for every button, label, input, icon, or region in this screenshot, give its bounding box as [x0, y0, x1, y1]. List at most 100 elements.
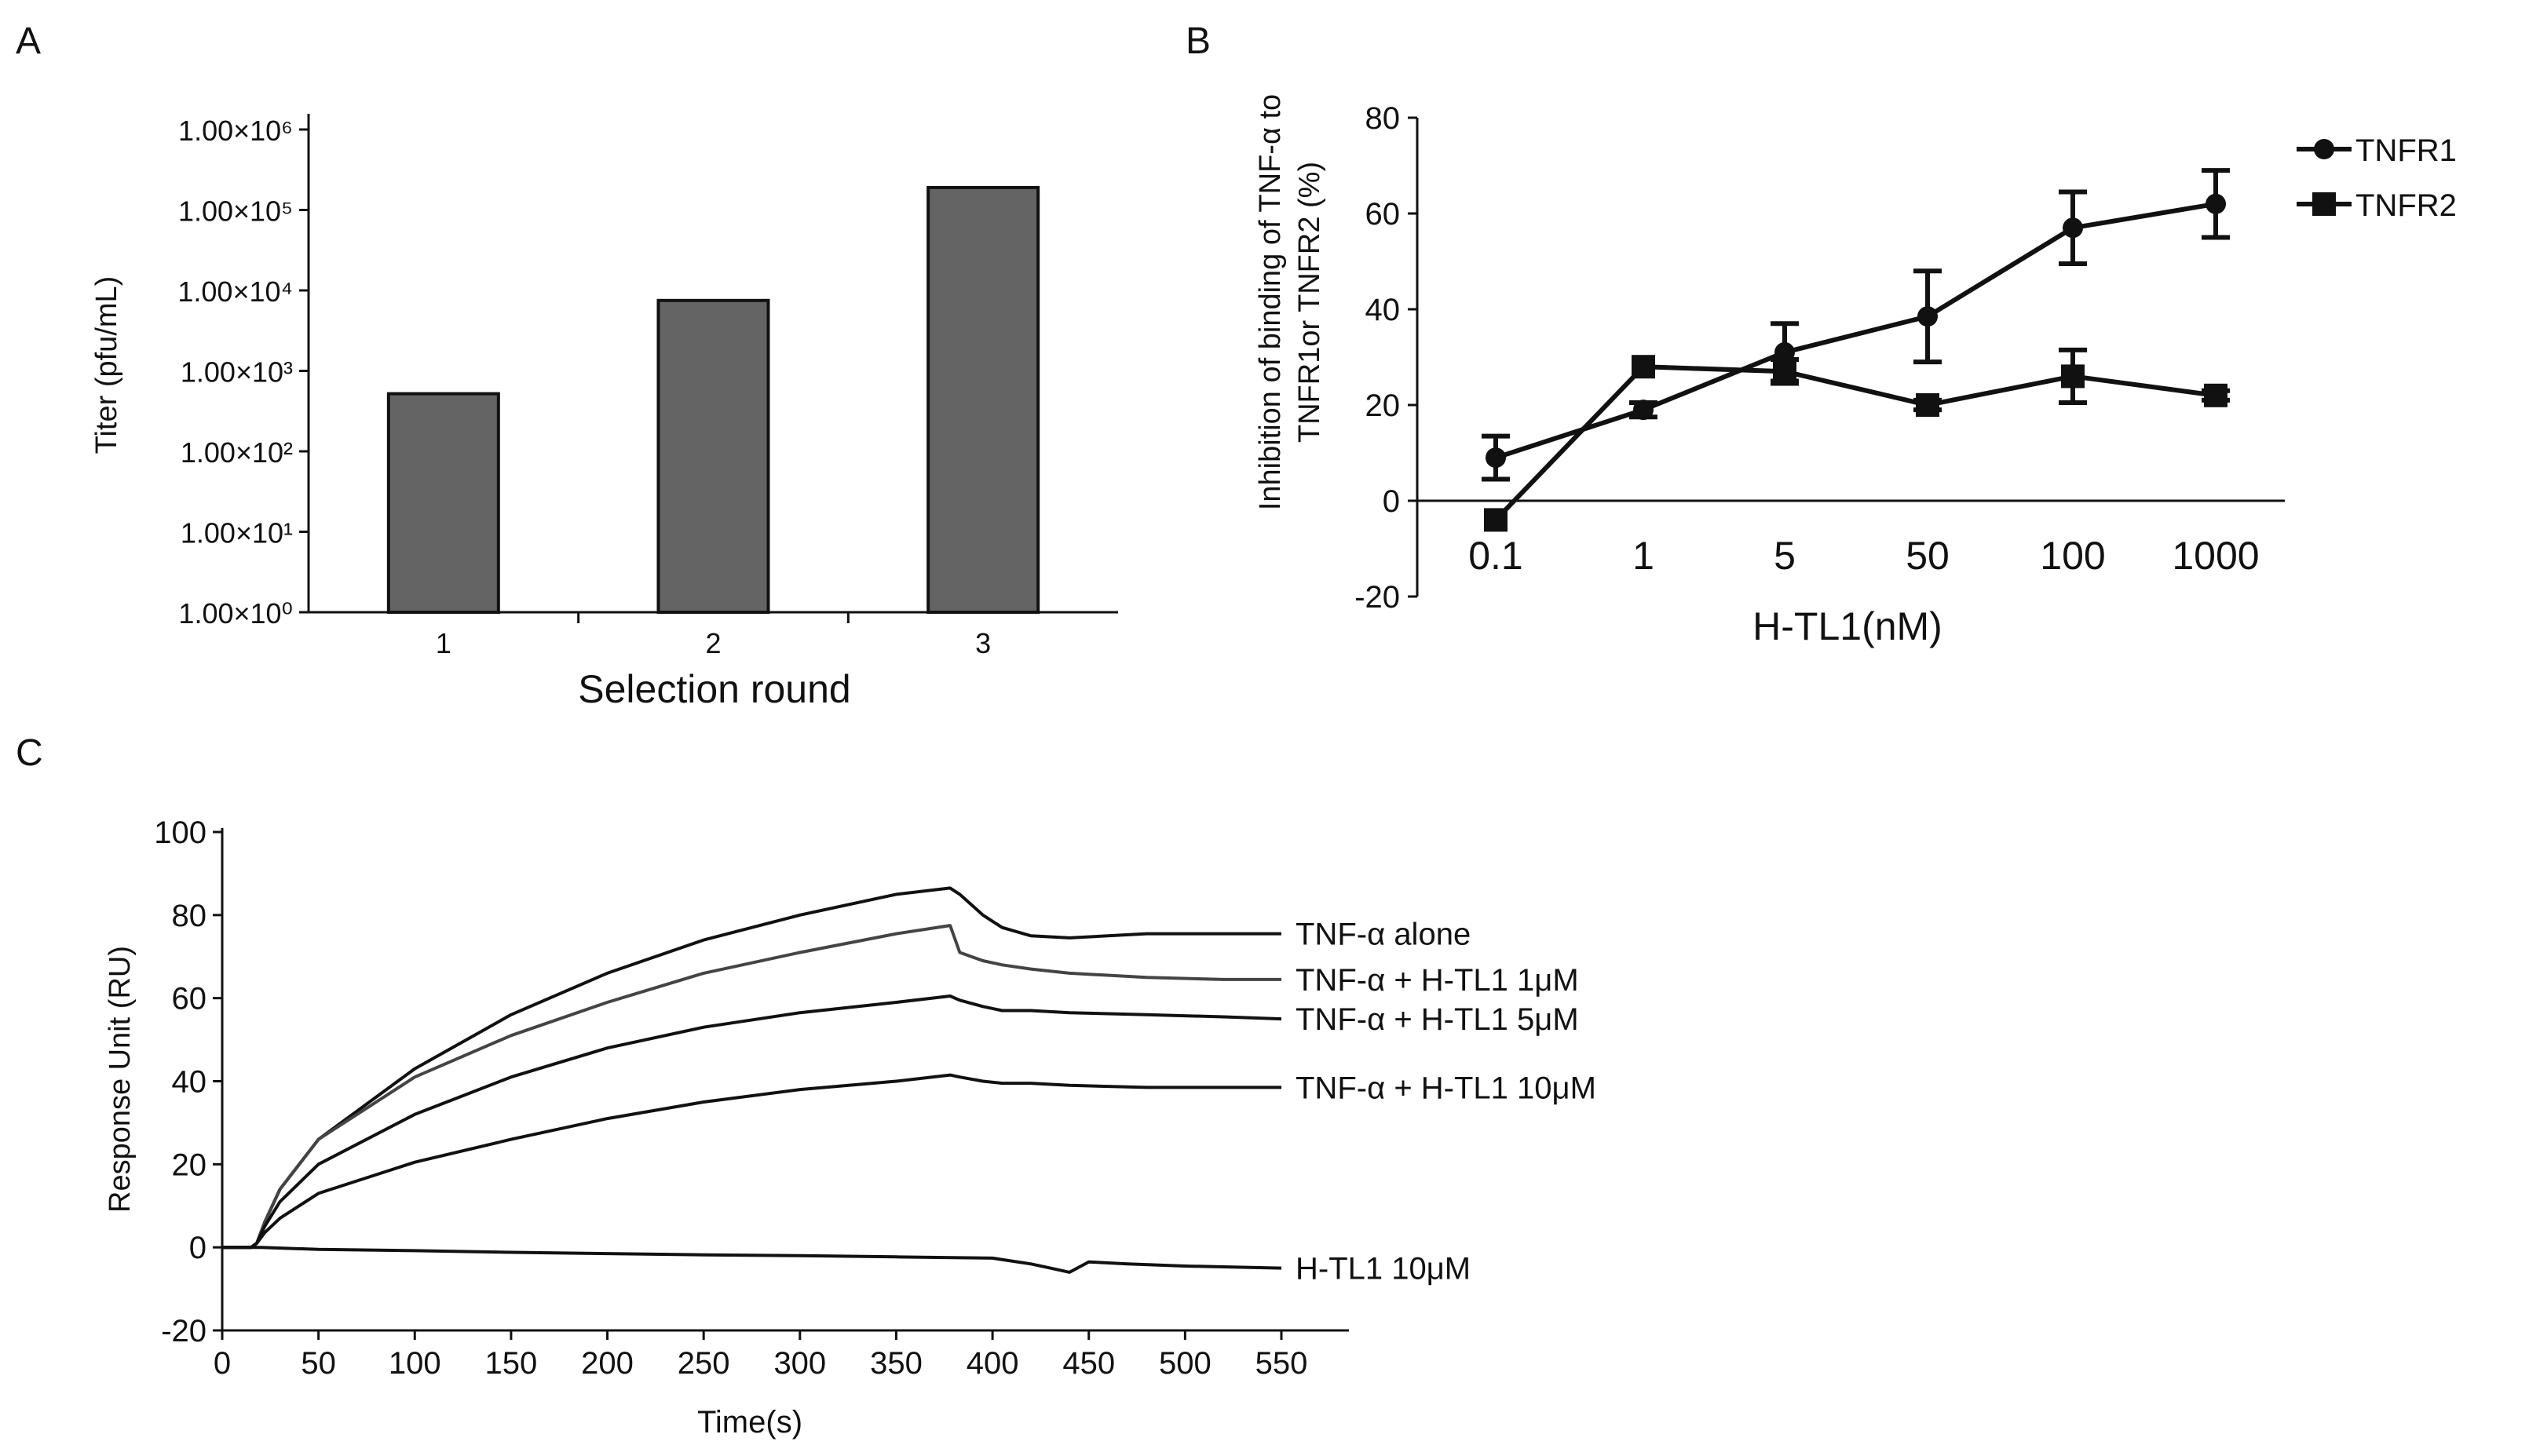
y-tick-label: 1.00×10⁰ — [178, 597, 293, 629]
y-tick-label: 1.00×10² — [181, 436, 293, 469]
data-point — [1632, 355, 1655, 379]
legend-b: TNFR1 TNFR2 — [2297, 133, 2457, 223]
x-tick-label: 100 — [2040, 534, 2105, 578]
y-tick-label: 40 — [1365, 293, 1401, 327]
x-tick-label: 100 — [389, 1346, 441, 1381]
series-tnfr1 — [1482, 168, 2230, 482]
panel-label-a: A — [16, 20, 41, 62]
x-tick-label: 50 — [301, 1346, 336, 1381]
curve-label: H-TL1 10μM — [1296, 1252, 1471, 1286]
chart-b: -20 0 20 40 60 80 0.1 1 5 50 100 1000 TNFR1 TNFR2 I… — [1254, 94, 2457, 648]
y-tick-label: 40 — [172, 1065, 207, 1100]
curve-label: TNF-α + H-TL1 10μM — [1296, 1071, 1596, 1105]
curve-label: TNF-α + H-TL1 1μM — [1296, 963, 1579, 998]
data-point — [1916, 393, 1939, 417]
x-tick-label: 250 — [678, 1346, 730, 1381]
x-tick-label: 350 — [870, 1346, 923, 1381]
legend-label: TNFR1 — [2355, 133, 2457, 168]
x-axis-label-b: H-TL1(nM) — [1752, 604, 1942, 648]
y-tick-label: -20 — [1354, 580, 1400, 615]
x-tick-label: 500 — [1159, 1346, 1212, 1381]
x-tick-label: 1 — [1632, 534, 1654, 578]
series-c — [222, 886, 1282, 1274]
curve-label: TNF-α + H-TL1 5μM — [1296, 1002, 1579, 1037]
sensorgram-line — [222, 994, 1282, 1250]
legend-item-tnfr2: TNFR2 — [2297, 188, 2457, 223]
x-tick-label: 200 — [581, 1346, 634, 1381]
x-tick-label: 150 — [485, 1346, 538, 1381]
x-tick-label: 300 — [773, 1346, 826, 1381]
curve-label: TNF-α alone — [1296, 918, 1471, 952]
x-tick-label: 0 — [214, 1346, 231, 1381]
y-tick-label: 0 — [189, 1231, 206, 1265]
series-tnfr2 — [1484, 347, 2230, 532]
x-tick-label: 2 — [705, 627, 721, 659]
data-point — [2061, 364, 2085, 389]
x-ticks-a: 1 2 3 — [436, 612, 991, 659]
y-tick-label: 1.00×10⁵ — [178, 195, 293, 228]
y-tick-label: 60 — [172, 982, 207, 1016]
bar — [926, 185, 1040, 615]
curve-labels-c: TNF-α alone TNF-α + H-TL1 1μM TNF-α + H-TL… — [1296, 918, 1596, 1286]
x-tick-label: 550 — [1255, 1346, 1308, 1381]
x-tick-label: 3 — [975, 627, 991, 659]
data-point — [1773, 359, 1796, 384]
data-point — [1484, 508, 1508, 532]
y-tick-label: 1.00×10¹ — [181, 517, 293, 549]
x-tick-label: 5 — [1774, 534, 1796, 578]
sensorgram-line — [222, 924, 1281, 1250]
series-line — [1495, 201, 2217, 460]
chart-a: 1.00×10⁰ 1.00×10¹ 1.00×10² 1.00×10³ 1.00×10⁴… — [90, 114, 1118, 711]
x-axis-label-a: Selection round — [578, 667, 850, 711]
bar — [656, 298, 770, 614]
panel-label-b: B — [1186, 20, 1211, 62]
panel-label-c: C — [16, 732, 43, 774]
series-line — [1493, 364, 2217, 522]
y-axis-label-c: Response Unit (RU) — [104, 946, 137, 1213]
y-tick-label: 0 — [1383, 484, 1400, 519]
x-ticks-b: 0.1 1 5 50 100 1000 — [1468, 534, 2259, 578]
y-ticks-c: -20 0 20 40 60 80 100 — [154, 816, 222, 1348]
y-tick-label: -20 — [161, 1314, 206, 1348]
data-point — [2204, 383, 2227, 407]
y-tick-label: 80 — [172, 899, 207, 933]
legend-marker — [2314, 139, 2334, 159]
sensorgram-line — [222, 1073, 1281, 1250]
y-axis-label-b-line1: Inhibition of binding of TNF-α to — [1254, 94, 1287, 510]
y-tick-label: 60 — [1365, 197, 1401, 232]
y-tick-label: 20 — [1365, 389, 1401, 423]
x-tick-label: 50 — [1906, 534, 1950, 578]
y-tick-label: 1.00×10⁴ — [177, 276, 293, 308]
data-point — [1486, 447, 1506, 469]
y-tick-label: 20 — [172, 1148, 207, 1182]
y-ticks-b: -20 0 20 40 60 80 — [1354, 101, 1417, 615]
y-tick-label: 1.00×10⁶ — [178, 115, 293, 147]
x-tick-label: 450 — [1062, 1346, 1115, 1381]
sensorgram-line — [222, 1246, 1282, 1274]
data-point — [2063, 217, 2083, 239]
y-axis-label-a: Titer (pfu/mL) — [90, 276, 123, 454]
data-point — [2206, 193, 2226, 214]
bar — [386, 392, 500, 614]
data-point — [1917, 306, 1938, 327]
sensorgram-line — [222, 886, 1281, 1250]
x-axis-label-c: Time(s) — [697, 1405, 802, 1440]
x-tick-label: 0.1 — [1468, 534, 1523, 578]
series-b — [1482, 168, 2230, 532]
data-point — [1633, 400, 1654, 421]
y-axis-label-b-line2: TNFR1or TNFR2 (%) — [1293, 162, 1326, 443]
y-tick-label: 100 — [154, 816, 206, 850]
y-tick-label: 1.00×10³ — [181, 356, 293, 389]
x-ticks-c: 0 50 100 150 200 250 300 350 400 450 500 550 — [214, 1330, 1308, 1381]
x-tick-label: 400 — [967, 1346, 1019, 1381]
y-tick-label: 80 — [1365, 101, 1401, 136]
legend-label: TNFR2 — [2355, 188, 2457, 223]
x-tick-label: 1000 — [2172, 534, 2259, 578]
legend-marker — [2312, 192, 2336, 216]
bars-a — [386, 185, 1040, 615]
x-tick-label: 1 — [436, 627, 451, 659]
y-ticks-a: 1.00×10⁰ 1.00×10¹ 1.00×10² 1.00×10³ 1.00×10⁴… — [177, 115, 309, 629]
legend-item-tnfr1: TNFR1 — [2297, 133, 2457, 168]
